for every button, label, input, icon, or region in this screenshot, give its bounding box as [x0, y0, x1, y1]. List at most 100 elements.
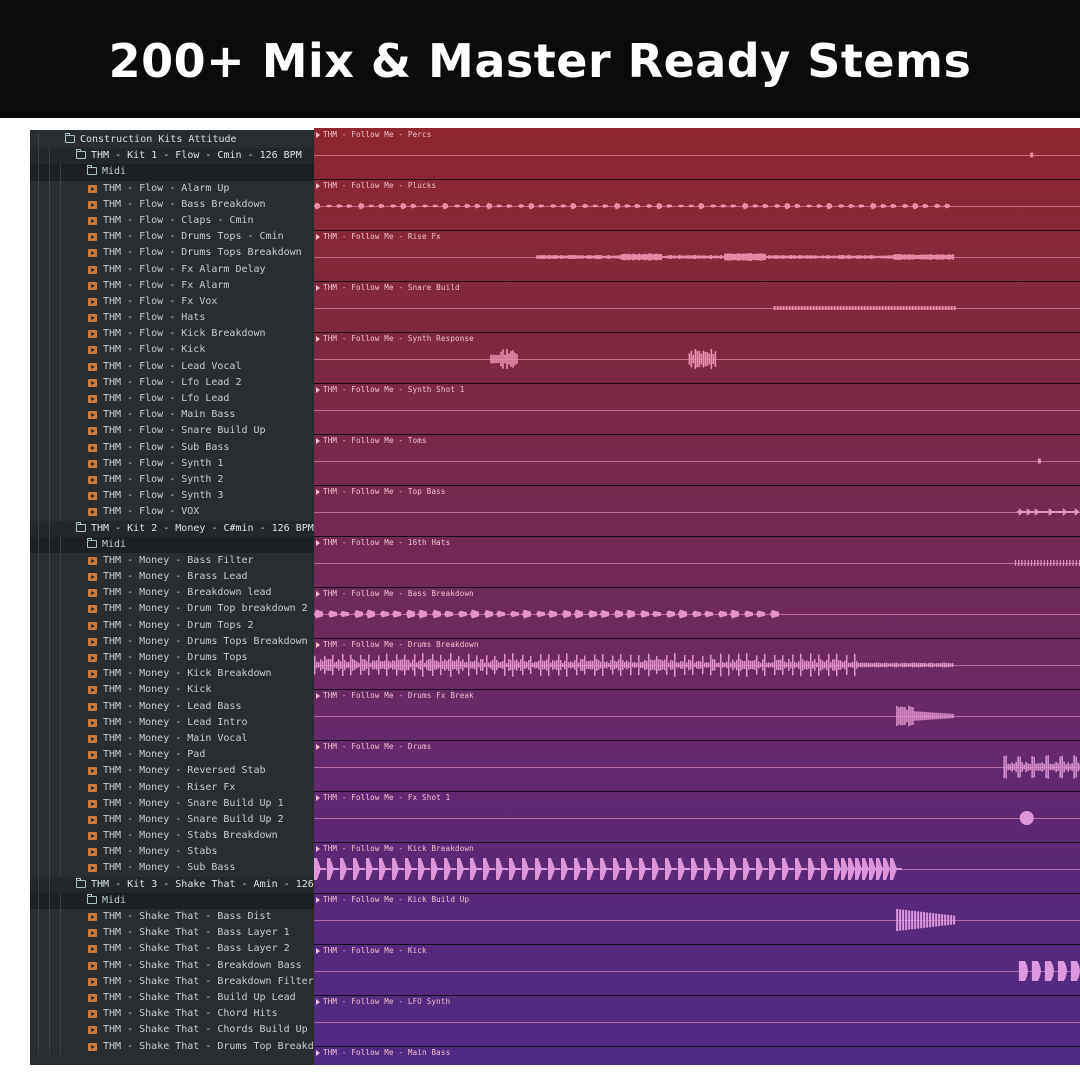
playlist-track[interactable]: THM - Follow Me - Synth Response — [314, 332, 1080, 384]
browser-file-item[interactable]: THM - Flow - Kick Breakdown — [30, 326, 314, 343]
playlist-track[interactable]: THM - Follow Me - Kick Breakdown — [314, 842, 1080, 894]
audio-file-icon — [88, 508, 97, 517]
playlist-track[interactable]: THM - Follow Me - Fx Shot 1 — [314, 791, 1080, 843]
waveform — [490, 349, 717, 369]
file-label: THM - Flow - Fx Alarm Delay — [103, 263, 266, 275]
browser-file-item[interactable]: THM - Flow - VOX — [30, 504, 314, 521]
browser-file-item[interactable]: THM - Flow - Claps - Cmin — [30, 212, 314, 230]
clip-label: THM - Follow Me - Rise Fx — [316, 232, 441, 241]
browser-file-item[interactable]: THM - Flow - Fx Alarm — [30, 277, 314, 294]
audio-file-icon — [88, 734, 97, 743]
playlist-track[interactable]: THM - Follow Me - Percs — [314, 128, 1080, 180]
browser-file-item[interactable]: THM - Flow - Lfo Lead — [30, 391, 314, 408]
browser-root-folder[interactable]: Construction Kits Attitude — [30, 132, 314, 149]
browser-midi-folder[interactable]: Midi — [30, 164, 314, 181]
browser-file-item[interactable]: THM - Money - Snare Build Up 2 — [30, 811, 314, 829]
clip-label: THM - Follow Me - Synth Shot 1 — [316, 385, 464, 394]
browser-file-item[interactable]: THM - Money - Reversed Stab — [30, 763, 314, 780]
browser-file-item[interactable]: THM - Money - Pad — [30, 747, 314, 764]
file-browser[interactable]: Construction Kits Attitude THM - Kit 1 - … — [30, 130, 314, 1065]
browser-file-item[interactable]: THM - Shake That - Breakdown Bass — [30, 957, 314, 974]
browser-file-item[interactable]: THM - Money - Lead Intro — [30, 714, 314, 731]
browser-file-item[interactable]: THM - Money - Drum Tops 2 — [30, 617, 314, 634]
playlist-track[interactable]: THM - Follow Me - 16th Hats — [314, 536, 1080, 588]
clip-label: THM - Follow Me - Kick — [316, 946, 427, 955]
audio-file-icon — [88, 492, 97, 501]
audio-file-icon — [88, 702, 97, 711]
browser-file-item[interactable]: THM - Flow - Alarm Up — [30, 180, 314, 197]
clip-label-text: THM - Follow Me - Drums — [323, 742, 432, 751]
waveform — [1018, 961, 1080, 981]
playlist-track[interactable]: THM - Follow Me - Main Bass — [314, 1046, 1080, 1065]
browser-file-item[interactable]: THM - Flow - Lfo Lead 2 — [30, 374, 314, 391]
browser-kit-folder[interactable]: THM - Kit 1 - Flow - Cmin - 126 BPM — [30, 148, 314, 165]
browser-file-item[interactable]: THM - Shake That - Breakdown Filter — [30, 973, 314, 990]
playlist-track[interactable]: THM - Follow Me - Drums Breakdown — [314, 638, 1080, 690]
browser-midi-folder[interactable]: Midi — [30, 892, 314, 909]
browser-file-item[interactable]: THM - Flow - Synth 1 — [30, 455, 314, 472]
browser-file-item[interactable]: THM - Money - Bass Filter — [30, 552, 314, 570]
audio-file-icon — [88, 637, 97, 646]
browser-file-item[interactable]: THM - Flow - Main Bass — [30, 407, 314, 424]
browser-midi-folder[interactable]: Midi — [30, 536, 314, 553]
playlist-track[interactable]: THM - Follow Me - Kick — [314, 944, 1080, 996]
file-label: THM - Money - Breakdown lead — [103, 587, 272, 599]
browser-file-item[interactable]: THM - Shake That - Bass Dist — [30, 909, 314, 926]
clip-label: THM - Follow Me - Fx Shot 1 — [316, 793, 450, 802]
playlist-track[interactable]: THM - Follow Me - Drums — [314, 740, 1080, 792]
playlist-track[interactable]: THM - Follow Me - Rise Fx — [314, 230, 1080, 282]
playlist-track[interactable]: THM - Follow Me - Top Bass — [314, 485, 1080, 537]
browser-file-item[interactable]: THM - Shake That - Build Up Lead — [30, 989, 314, 1007]
browser-file-item[interactable]: THM - Flow - Fx Alarm Delay — [30, 261, 314, 278]
browser-file-item[interactable]: THM - Flow - Fx Vox — [30, 293, 314, 311]
file-label: THM - Flow - Lfo Lead — [103, 393, 230, 404]
playlist-track[interactable]: THM - Follow Me - Kick Build Up — [314, 893, 1080, 945]
browser-file-item[interactable]: THM - Money - Main Vocal — [30, 730, 314, 748]
browser-file-item[interactable]: THM - Shake That - Bass Layer 2 — [30, 941, 314, 958]
browser-file-item[interactable]: THM - Money - Kick — [30, 682, 314, 699]
browser-file-item[interactable]: THM - Flow - Drums Tops Breakdown — [30, 245, 314, 262]
browser-file-item[interactable]: THM - Money - Snare Build Up 1 — [30, 795, 314, 812]
browser-file-item[interactable]: THM - Flow - Synth 3 — [30, 488, 314, 505]
browser-file-item[interactable]: THM - Flow - Hats — [30, 310, 314, 327]
playlist-track[interactable]: THM - Follow Me - Toms — [314, 434, 1080, 486]
file-label: THM - Money - Drum Tops 2 — [103, 619, 254, 631]
playlist-track[interactable]: THM - Follow Me - Bass Breakdown — [314, 587, 1080, 639]
browser-file-item[interactable]: THM - Money - Stabs Breakdown — [30, 828, 314, 845]
playlist-track[interactable]: THM - Follow Me - Drums Fx Break — [314, 689, 1080, 741]
playlist-track[interactable]: THM - Follow Me - LFO Synth — [314, 995, 1080, 1047]
audio-file-icon — [88, 249, 97, 258]
browser-file-item[interactable]: THM - Money - Drums Tops Breakdown — [30, 633, 314, 650]
browser-file-item[interactable]: THM - Money - Sub Bass — [30, 860, 314, 877]
browser-file-item[interactable]: THM - Flow - Drums Tops - Cmin — [30, 229, 314, 246]
browser-file-item[interactable]: THM - Money - Kick Breakdown — [30, 666, 314, 683]
browser-file-item[interactable]: THM - Money - Lead Bass — [30, 698, 314, 715]
file-label: THM - Money - Stabs Breakdown — [103, 830, 278, 842]
browser-file-item[interactable]: THM - Money - Drum Top breakdown 2 — [30, 601, 314, 618]
browser-kit-folder[interactable]: THM - Kit 3 - Shake That - Amin - 126 BP… — [30, 876, 314, 893]
browser-file-item[interactable]: THM - Flow - Kick — [30, 342, 314, 359]
browser-file-item[interactable]: THM - Money - Stabs — [30, 844, 314, 861]
browser-file-item[interactable]: THM - Flow - Synth 2 — [30, 471, 314, 489]
browser-file-item[interactable]: THM - Shake That - Chord Hits — [30, 1006, 314, 1023]
browser-file-item[interactable]: THM - Money - Breakdown lead — [30, 585, 314, 602]
browser-file-item[interactable]: THM - Flow - Snare Build Up — [30, 423, 314, 440]
browser-file-item[interactable]: THM - Money - Brass Lead — [30, 569, 314, 586]
audio-file-icon — [88, 945, 97, 954]
browser-file-item[interactable]: THM - Flow - Bass Breakdown — [30, 196, 314, 213]
browser-file-item[interactable]: THM - Flow - Sub Bass — [30, 439, 314, 456]
play-triangle-icon — [316, 642, 320, 648]
playlist-track[interactable]: THM - Follow Me - Plucks — [314, 179, 1080, 231]
file-label: THM - Shake That - Bass Layer 1 — [103, 927, 290, 939]
browser-file-item[interactable]: THM - Shake That - Drums Top Breakdown — [30, 1038, 314, 1055]
browser-file-item[interactable]: THM - Flow - Lead Vocal — [30, 358, 314, 375]
browser-file-item[interactable]: THM - Money - Drums Tops — [30, 650, 314, 667]
browser-file-item[interactable]: THM - Shake That - Bass Layer 1 — [30, 925, 314, 942]
playlist-track[interactable]: THM - Follow Me - Snare Build — [314, 281, 1080, 333]
playlist-arrangement[interactable]: THM - Follow Me - Percs THM - Follow Me -… — [314, 128, 1080, 1065]
playlist-track[interactable]: THM - Follow Me - Synth Shot 1 — [314, 383, 1080, 435]
browser-file-item[interactable]: THM - Shake That - Chords Build Up — [30, 1022, 314, 1039]
waveform — [536, 253, 955, 261]
browser-kit-folder[interactable]: THM - Kit 2 - Money - C#min - 126 BPM — [30, 520, 314, 537]
browser-file-item[interactable]: THM - Money - Riser Fx — [30, 779, 314, 796]
